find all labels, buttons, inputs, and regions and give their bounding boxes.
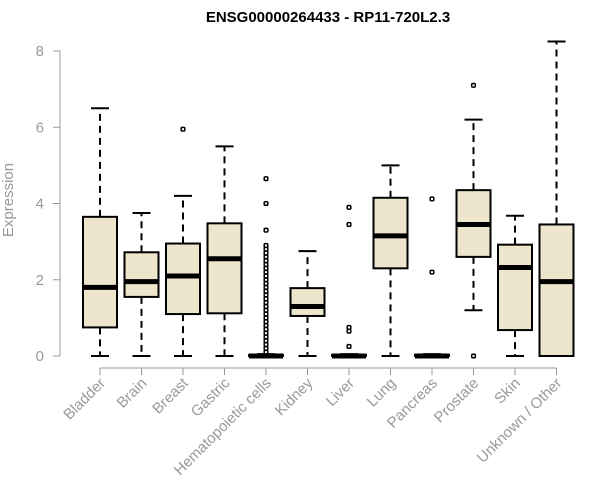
- box-iqr: [372, 196, 409, 270]
- y-tick-label: 6: [36, 119, 44, 136]
- outlier-point: [263, 227, 269, 233]
- box-iqr: [123, 251, 160, 298]
- outlier-point: [346, 204, 352, 210]
- outlier-point: [263, 303, 269, 309]
- outlier-point: [346, 324, 352, 330]
- y-tick-label: 4: [36, 196, 44, 213]
- outlier-point: [263, 349, 269, 355]
- outlier-point: [263, 261, 269, 268]
- box-brain: [123, 212, 160, 357]
- outlier-point: [470, 82, 477, 88]
- outlier-point: [346, 221, 352, 228]
- outlier-point: [263, 242, 269, 248]
- outlier-point: [263, 288, 269, 294]
- box-iqr: [165, 242, 201, 316]
- box-lung: [372, 164, 409, 357]
- outlier-point: [263, 338, 269, 344]
- outlier-point: [180, 126, 186, 132]
- outlier-point: [429, 196, 435, 202]
- outlier-point: [263, 284, 269, 290]
- box-hematopoietic-cells: [248, 176, 284, 359]
- outlier-point: [263, 307, 269, 313]
- box-iqr: [497, 243, 533, 332]
- outlier-point: [263, 258, 269, 264]
- outlier-point: [263, 315, 269, 321]
- x-tick-label: Brain: [114, 375, 151, 412]
- outlier-point: [263, 311, 269, 317]
- outlier-point: [263, 281, 269, 287]
- outlier-point: [263, 292, 269, 298]
- outlier-point: [263, 326, 269, 332]
- box-pancreas: [414, 196, 450, 359]
- x-tick-label: Breast: [149, 374, 192, 417]
- y-axis-label: Expression: [0, 163, 17, 237]
- box-prostate: [455, 82, 492, 359]
- x-tick-label: Bladder: [60, 375, 109, 424]
- chart-title: ENSG00000264433 - RP11-720L2.3: [206, 9, 450, 26]
- outlier-point: [263, 269, 269, 275]
- outlier-point: [263, 296, 269, 302]
- outlier-point: [263, 176, 269, 182]
- outlier-point: [263, 273, 269, 279]
- outlier-point: [263, 319, 269, 325]
- outlier-point: [346, 343, 352, 350]
- outlier-point: [263, 246, 269, 252]
- outlier-point: [263, 342, 269, 348]
- outlier-point: [263, 200, 269, 207]
- y-tick-label: 0: [36, 348, 44, 365]
- outlier-point: [470, 353, 477, 359]
- outlier-point: [346, 328, 352, 334]
- box-skin: [497, 214, 533, 357]
- outlier-point: [263, 345, 269, 351]
- box-iqr: [289, 287, 326, 317]
- outlier-point: [263, 330, 269, 336]
- box-breast: [165, 126, 201, 357]
- outlier-point: [263, 265, 269, 271]
- y-tick-label: 2: [36, 272, 44, 289]
- outlier-point: [263, 334, 269, 340]
- box-iqr: [538, 223, 575, 357]
- x-tick-label: Prostate: [431, 375, 483, 427]
- x-tick-label: Liver: [323, 375, 358, 410]
- outlier-point: [263, 322, 269, 329]
- outlier-point: [263, 250, 269, 256]
- outlier-point: [263, 300, 269, 306]
- box-kidney: [289, 250, 326, 357]
- box-bladder: [82, 107, 118, 357]
- x-tick-label: Kidney: [272, 374, 317, 419]
- box-iqr: [82, 215, 118, 329]
- boxes-group: [82, 40, 575, 359]
- outlier-point: [263, 254, 269, 260]
- y-axis: 0 2 4 6 8: [36, 43, 61, 365]
- box-liver: [331, 204, 367, 359]
- outlier-point: [263, 277, 269, 283]
- x-tick-label: Lung: [364, 375, 400, 411]
- y-tick-label: 8: [36, 43, 44, 60]
- x-tick-label: Skin: [491, 375, 524, 408]
- box-unknown-other: [538, 40, 575, 357]
- box-iqr: [206, 222, 243, 315]
- box-gastric: [206, 145, 243, 357]
- outlier-point: [429, 269, 435, 275]
